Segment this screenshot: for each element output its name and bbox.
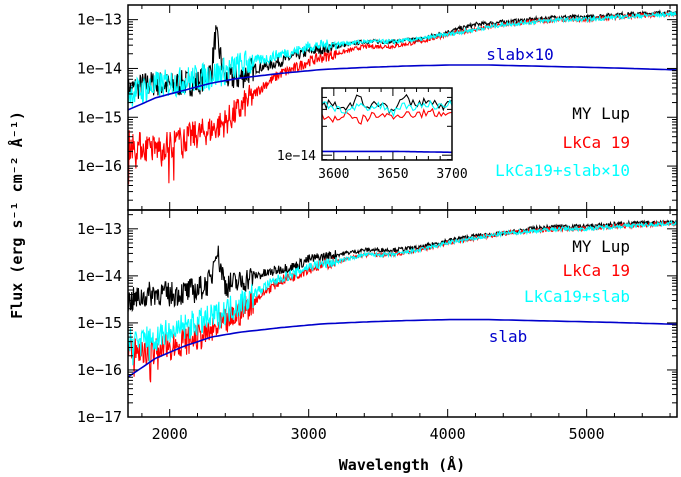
plot-frame <box>127 209 678 418</box>
legend-entry: MY Lup <box>572 104 630 123</box>
legend-entry: LkCa 19 <box>563 261 630 280</box>
y-axis-label: Flux (erg s⁻¹ cm⁻² Å⁻¹) <box>7 111 26 319</box>
series-line-lkca-19 <box>321 107 453 125</box>
legend-entry: LkCa19+slab×10 <box>495 161 630 180</box>
series-line-slab <box>127 318 678 378</box>
x-tick-label: 3600 <box>318 167 349 182</box>
bottom-panel: 2000 3000 4000 5000 1e−17 1e−16 1e−15 1e−14 1e−1… <box>77 209 678 443</box>
x-tick-label: 4000 <box>430 425 466 443</box>
series-line-lkca19-slab <box>127 219 678 366</box>
y-tick-label: 1e−16 <box>77 361 122 379</box>
series-line-lkca19-slab-10 <box>321 99 453 118</box>
x-axis-label: Wavelength (Å) <box>339 455 465 474</box>
x-tick-label: 3650 <box>377 167 408 182</box>
x-tick-label: 3700 <box>436 167 467 182</box>
y-tick-label: 1e−13 <box>77 220 122 238</box>
x-tick-label: 5000 <box>569 425 605 443</box>
y-tick-label: 1e−15 <box>77 314 122 332</box>
y-tick-label: 1e−13 <box>77 11 122 29</box>
series-line-slab-10 <box>322 150 452 154</box>
plot-frame <box>321 87 453 161</box>
x-tick-label: 3000 <box>291 425 327 443</box>
y-tick-label: 1e−17 <box>77 408 122 426</box>
series-line-lkca19-slab-10 <box>127 10 678 107</box>
inset-background <box>322 88 452 160</box>
series-line-slab-10 <box>127 64 678 111</box>
slab-annotation: slab×10 <box>486 45 553 64</box>
legend-entry: MY Lup <box>572 237 630 256</box>
y-tick-label: 1e−15 <box>77 108 122 126</box>
slab-annotation: slab <box>489 327 528 346</box>
y-tick-label: 1e−14 <box>277 149 316 164</box>
legend-entry: LkCa 19 <box>563 133 630 152</box>
series-line-my-lup <box>127 219 678 313</box>
y-tick-label: 1e−14 <box>77 267 122 285</box>
y-tick-label: 1e−14 <box>77 59 122 77</box>
legend-entry: LkCa19+slab <box>524 287 630 306</box>
x-tick-label: 2000 <box>152 425 188 443</box>
inset-panel: 3600 3650 3700 1e−14 <box>277 87 468 182</box>
y-tick-label: 1e−16 <box>77 157 122 175</box>
